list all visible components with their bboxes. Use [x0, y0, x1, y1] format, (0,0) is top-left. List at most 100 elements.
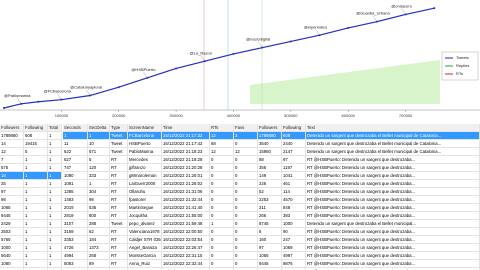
table-cell[interactable]: 1 — [48, 156, 62, 164]
table-cell[interactable]: RT @HSBPuerto: Detenido un sargent que d… — [306, 156, 480, 164]
table-cell[interactable]: MartinSegue — [128, 204, 162, 212]
table-cell[interactable]: RT @HSBPuerto: Detenido un sargent que d… — [306, 196, 480, 204]
column-header[interactable]: Type — [110, 124, 128, 132]
table-cell[interactable]: 0 — [210, 244, 234, 252]
table-cell[interactable]: 16/12/2022 21:18:23 — [162, 148, 210, 156]
table-cell[interactable]: 1 — [24, 220, 48, 228]
table-cell[interactable]: 3353 — [63, 236, 88, 244]
table-cell[interactable]: jpftranzo — [128, 164, 162, 172]
table-cell[interactable]: 1 — [48, 148, 62, 156]
column-header[interactable]: Total — [48, 124, 62, 132]
table-cell[interactable]: RT @HSBPuerto: Detenido un sargent que d… — [306, 172, 480, 180]
table-cell[interactable]: 1000 — [282, 220, 306, 228]
table-cell[interactable]: Valenciana1978 — [128, 228, 162, 236]
table-cell[interactable]: Caldjer STR 035 — [128, 236, 162, 244]
table-cell[interactable]: 268 — [88, 252, 110, 260]
table-cell[interactable]: 16/12/2022 21:59:48 — [162, 220, 210, 228]
table-cell[interactable]: 1 — [24, 252, 48, 260]
table-cell[interactable]: 18 — [0, 172, 24, 180]
table-cell[interactable]: 1080 — [0, 260, 24, 268]
table-cell[interactable]: 1 — [24, 188, 48, 196]
table-cell[interactable]: 16/12/2022 21:55:00 — [162, 212, 210, 220]
table-cell[interactable]: 0 — [234, 252, 258, 260]
table-cell[interactable]: 160 — [258, 236, 282, 244]
table-cell[interactable]: 16/12/2022 21:17:32 — [162, 132, 210, 140]
table-cell[interactable]: 1081 — [63, 180, 88, 188]
table-cell[interactable]: Detenido un sargent que destrozaba el Be… — [306, 148, 480, 156]
table-cell[interactable]: 1 — [24, 236, 48, 244]
table-cell[interactable]: 608 — [282, 132, 306, 140]
table-cell[interactable]: 2147 — [282, 148, 306, 156]
table-cell[interactable]: 2253 — [258, 196, 282, 204]
table-cell[interactable]: RT — [110, 188, 128, 196]
table-cell[interactable]: 12 — [210, 132, 234, 140]
table-cell[interactable]: 383 — [282, 212, 306, 220]
table-cell[interactable]: 1 — [48, 228, 62, 236]
table-cell[interactable]: 1 — [48, 172, 62, 180]
table-cell[interactable]: 89 — [88, 260, 110, 268]
table-cell[interactable]: 1 — [24, 164, 48, 172]
table-cell[interactable]: 62 — [88, 228, 110, 236]
table-cell[interactable]: 4994 — [63, 252, 88, 260]
table-cell[interactable]: 90 — [282, 228, 306, 236]
table-cell[interactable]: 0 — [234, 196, 258, 204]
table-cell[interactable]: RT — [110, 180, 128, 188]
table-cell[interactable]: 16/12/2022 22:31:15 — [162, 252, 210, 260]
table-cell[interactable]: 16/12/2022 21:41:40 — [162, 204, 210, 212]
table-cell[interactable]: 0 — [234, 164, 258, 172]
table-cell[interactable]: 0 — [210, 196, 234, 204]
table-cell[interactable]: 5083 — [63, 260, 88, 268]
table-cell[interactable]: RT @HSBPuerto: Detenido un sargent que d… — [306, 188, 480, 196]
table-cell[interactable]: Tweet — [110, 140, 128, 148]
column-header[interactable]: Time — [162, 124, 210, 132]
table-cell[interactable]: RT @HSBPuerto: Detenido un sargent que d… — [306, 180, 480, 188]
table-cell[interactable]: 11 — [63, 140, 88, 148]
table-cell[interactable]: PabloMarina — [128, 148, 162, 156]
table-cell[interactable]: 97 — [258, 244, 282, 252]
table-cell[interactable]: 356 — [258, 164, 282, 172]
table-cell[interactable]: RT @HSBPuerto: Detenido un sargent que d… — [306, 244, 480, 252]
table-cell[interactable]: RT @HSBPuerto: Detenido un sargent que d… — [306, 204, 480, 212]
table-cell[interactable]: 0 — [210, 212, 234, 220]
table-cell[interactable]: 6 — [258, 228, 282, 236]
table-cell[interactable]: 25 — [0, 180, 24, 188]
table-cell[interactable]: 12 — [234, 148, 258, 156]
table-cell[interactable]: 1 — [48, 164, 62, 172]
table-cell[interactable]: 575 — [0, 164, 24, 172]
table-cell[interactable]: 7 — [0, 156, 24, 164]
table-cell[interactable]: 266 — [258, 212, 282, 220]
table-cell[interactable]: 1 — [24, 212, 48, 220]
table-cell[interactable]: 461 — [282, 180, 306, 188]
table-cell[interactable]: MontseGarcia — [128, 252, 162, 260]
table-cell[interactable]: 68 — [210, 140, 234, 148]
table-cell[interactable]: 0 — [210, 188, 234, 196]
table-cell[interactable]: 4570 — [282, 196, 306, 204]
column-header[interactable]: Seconds — [63, 124, 88, 132]
table-cell[interactable]: HSBPuerto — [128, 140, 162, 148]
table-cell[interactable]: 1 — [48, 140, 62, 148]
table-cell[interactable]: 2429 — [0, 220, 24, 228]
table-cell[interactable]: 114 — [282, 188, 306, 196]
table-cell[interactable]: 2819 — [63, 212, 88, 220]
table-cell[interactable]: RT — [110, 204, 128, 212]
table-cell[interactable]: 3 — [234, 132, 258, 140]
table-cell[interactable]: 88 — [258, 156, 282, 164]
table-cell[interactable]: 0 — [234, 172, 258, 180]
table-cell[interactable]: RT @HSBPuerto: Detenido un sargent que d… — [306, 236, 480, 244]
table-cell[interactable]: 247 — [282, 236, 306, 244]
table-cell[interactable]: 2440 — [282, 140, 306, 148]
table-cell[interactable]: 16/12/2022 21:26:02 — [162, 180, 210, 188]
table-cell[interactable]: 12 — [210, 148, 234, 156]
table-cell[interactable]: 2503 — [0, 228, 24, 236]
table-cell[interactable]: 16/12/2022 21:20:28 — [162, 164, 210, 172]
table-cell[interactable]: 10 — [88, 140, 110, 148]
table-cell[interactable]: 608 — [24, 132, 48, 140]
table-cell[interactable]: Detenido un sargent que destrozaba el Be… — [306, 220, 480, 228]
table-cell[interactable]: RT — [110, 252, 128, 260]
table-cell[interactable]: RT — [110, 156, 128, 164]
table-cell[interactable]: 1373 — [88, 244, 110, 252]
table-cell[interactable]: 5 — [24, 148, 48, 156]
column-header[interactable]: Following — [282, 124, 306, 132]
table-cell[interactable]: 1 — [210, 220, 234, 228]
table-cell[interactable]: 3107 — [63, 220, 88, 228]
